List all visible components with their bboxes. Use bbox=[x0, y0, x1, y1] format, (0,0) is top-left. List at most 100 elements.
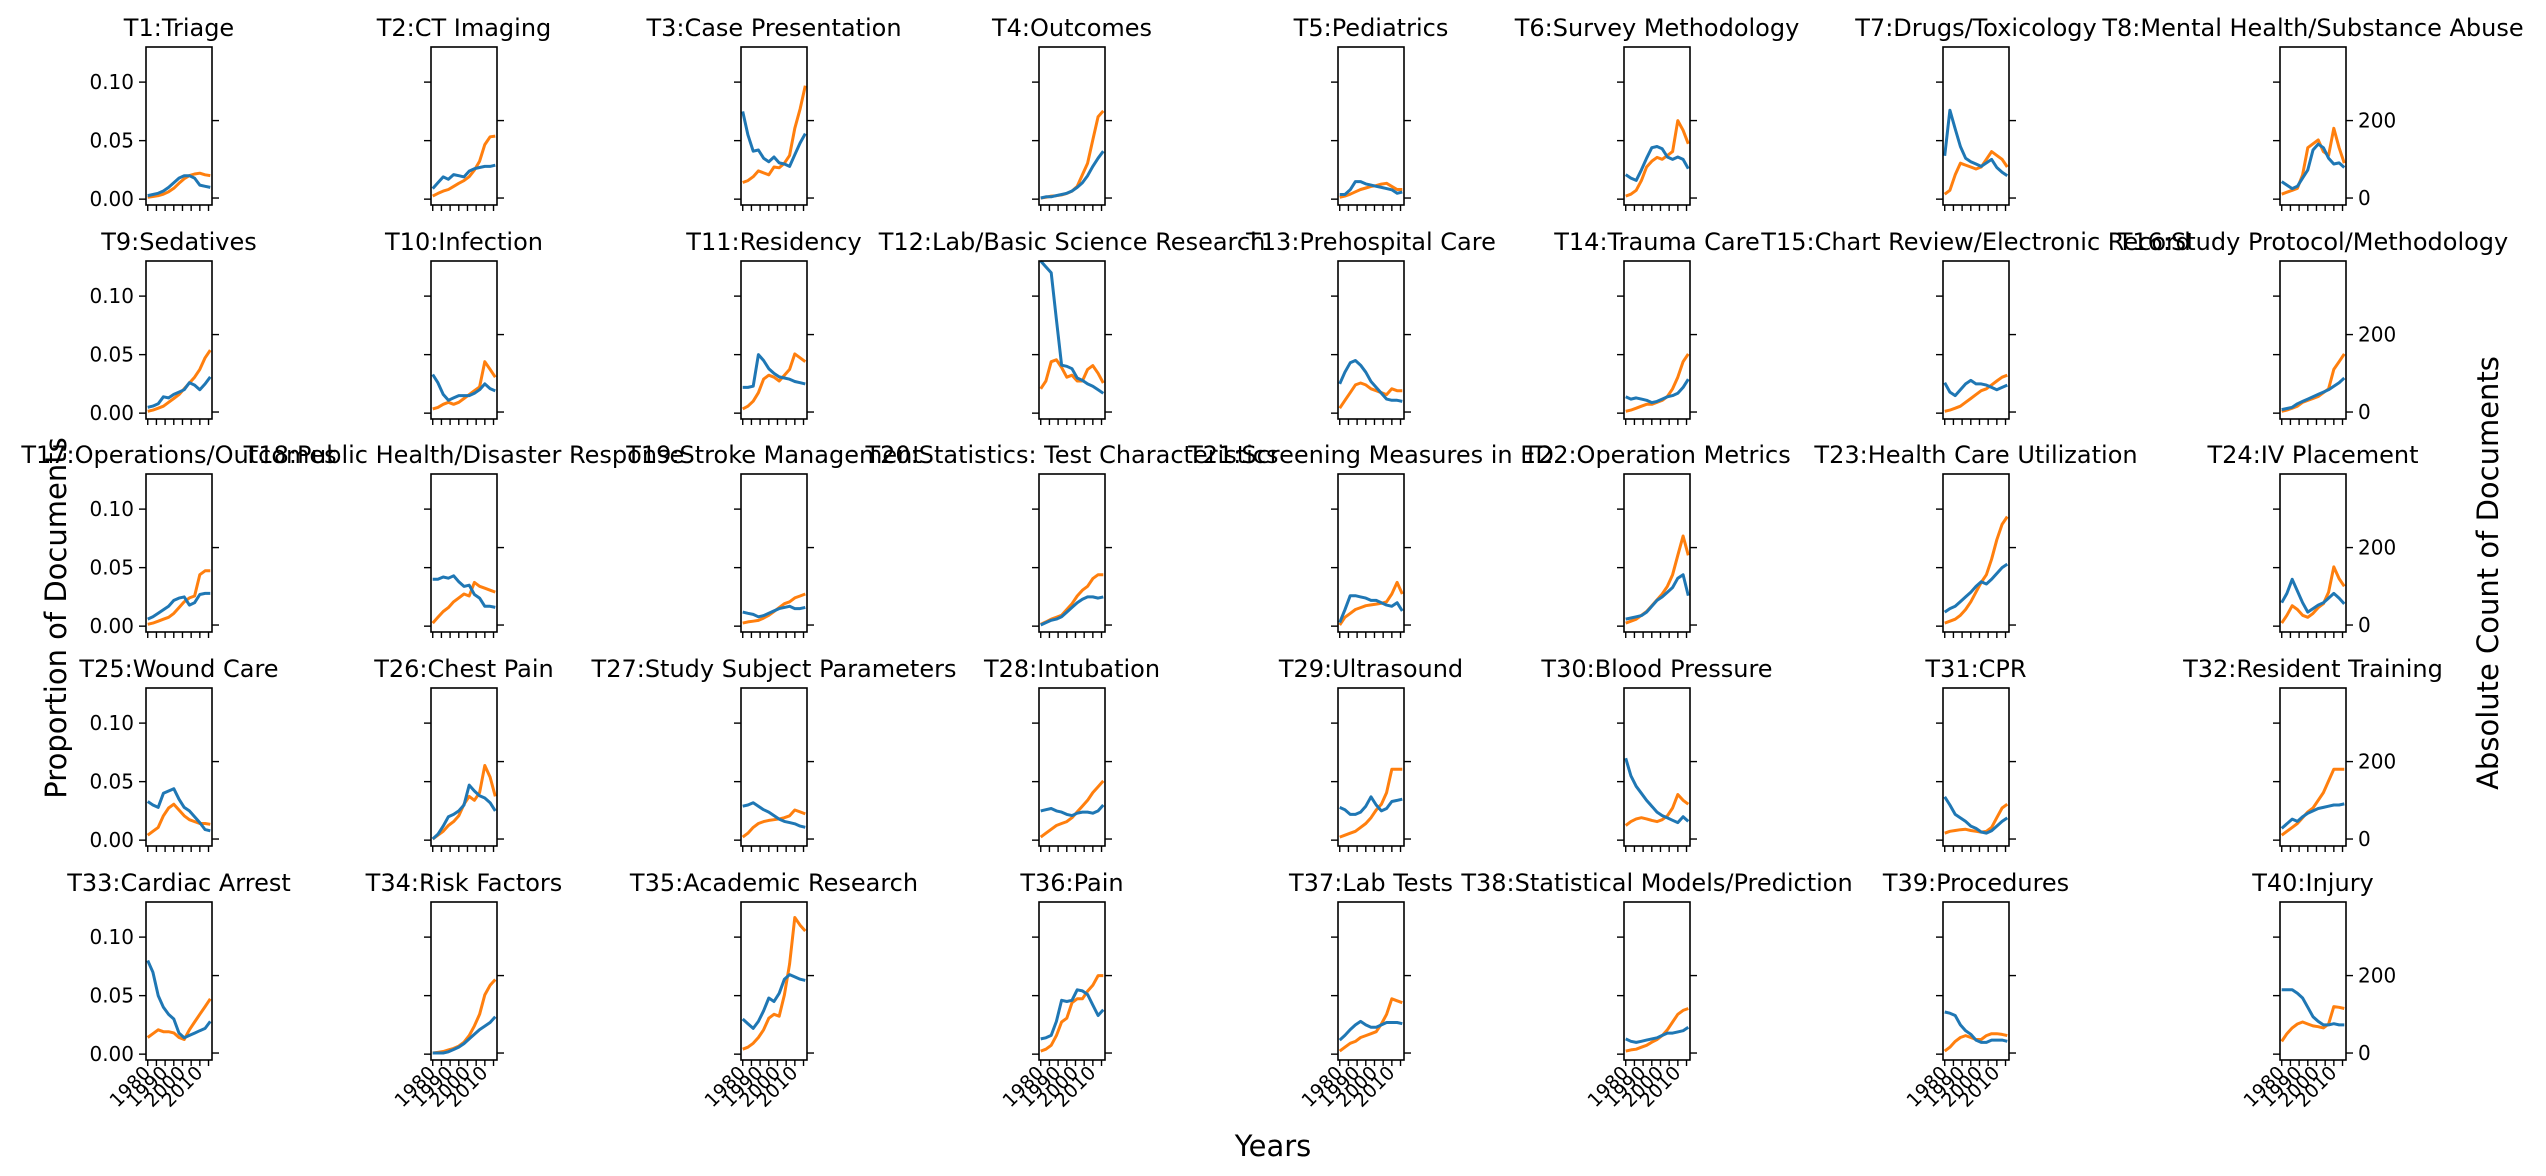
count-series-line bbox=[1944, 802, 2009, 835]
axes-frame bbox=[2279, 46, 2347, 206]
right-y-tick-label: 200 bbox=[2358, 109, 2396, 133]
panel: T3:Case Presentation bbox=[645, 14, 902, 211]
count-series-line bbox=[146, 997, 212, 1041]
left-y-tick-label: 0.05 bbox=[89, 129, 134, 153]
left-y-tick-label: 0.00 bbox=[89, 187, 134, 211]
proportion-series-line bbox=[1039, 260, 1105, 395]
proportion-series-line bbox=[1624, 145, 1690, 182]
proportion-series-line bbox=[1943, 108, 2009, 177]
proportion-series-line bbox=[741, 111, 807, 168]
axes-frame bbox=[430, 46, 498, 206]
proportion-series-line bbox=[431, 163, 496, 190]
panel: T2:CT Imaging bbox=[376, 14, 552, 211]
proportion-series-line bbox=[1338, 359, 1403, 403]
proportion-series-line bbox=[1338, 594, 1404, 624]
axes-frame bbox=[430, 473, 498, 633]
panel-title: T17:Operations/Outcomes bbox=[20, 441, 336, 469]
axes-frame bbox=[740, 473, 808, 633]
axes-frame bbox=[145, 901, 213, 1061]
left-y-tick-label: 0.00 bbox=[89, 401, 134, 425]
axes-frame bbox=[145, 473, 213, 633]
proportion-series-line bbox=[146, 959, 212, 1040]
panel: T33:Cardiac Arrest0.000.050.101980199020… bbox=[66, 869, 291, 1112]
right-y-tick-label: 0 bbox=[2358, 613, 2371, 637]
count-series-line bbox=[741, 808, 806, 839]
count-series-line bbox=[1944, 373, 2008, 413]
panel: T26:Chest Pain bbox=[373, 655, 554, 852]
panel: T19:Stroke Management bbox=[625, 441, 922, 638]
panel-title: T7:Drugs/Toxicology bbox=[1854, 14, 2096, 42]
panel-title: T10:Infection bbox=[384, 228, 543, 256]
left-y-tick-label: 0.00 bbox=[89, 828, 134, 852]
left-y-axis-label: Proportion of Documents bbox=[39, 437, 73, 798]
axes-frame bbox=[740, 687, 808, 847]
axes-frame bbox=[1623, 473, 1691, 633]
count-series-line bbox=[742, 916, 807, 1051]
count-series-line bbox=[1625, 119, 1690, 198]
axes-frame bbox=[1038, 260, 1106, 420]
panel-title: T9:Sedatives bbox=[100, 228, 257, 256]
proportion-series-line bbox=[742, 604, 806, 619]
panel-title: T2:CT Imaging bbox=[376, 14, 552, 42]
axes-frame bbox=[740, 46, 808, 206]
left-y-tick-label: 0.05 bbox=[89, 343, 134, 367]
panel: T27:Study Subject Parameters bbox=[591, 655, 956, 852]
proportion-series-line bbox=[1339, 795, 1403, 816]
count-series-line bbox=[1040, 974, 1104, 1053]
panel-title: T12:Lab/Basic Science Research bbox=[878, 228, 1266, 256]
panel-title: T15:Chart Review/Electronic Record bbox=[1760, 228, 2190, 256]
axes-frame bbox=[145, 260, 213, 420]
axes-frame bbox=[2279, 687, 2347, 847]
panel: T25:Wound Care 0.00 0.05 0.10 bbox=[78, 655, 278, 852]
axes-frame bbox=[1623, 260, 1691, 420]
panel: T13:Prehospital Care bbox=[1245, 228, 1496, 425]
proportion-series-line bbox=[1040, 804, 1105, 818]
panel: T21:Screening Measures in ED bbox=[1187, 441, 1554, 638]
panel-title: T37:Lab Tests bbox=[1288, 869, 1453, 897]
count-series-line bbox=[1625, 1007, 1689, 1053]
right-y-axis-label: Absolute Count of Documents bbox=[2471, 356, 2505, 790]
panel: T9:Sedatives 0.00 0.05 0.10 bbox=[89, 228, 256, 425]
panel: T30:Blood Pressure bbox=[1540, 655, 1773, 852]
panel: T11:Residency bbox=[685, 228, 862, 425]
panel: T29:Ultrasound bbox=[1278, 655, 1463, 852]
panel: T10:Infection bbox=[384, 228, 543, 425]
axes-frame bbox=[1337, 473, 1405, 633]
left-y-tick-label: 0.10 bbox=[89, 284, 134, 308]
proportion-series-line bbox=[147, 591, 211, 621]
right-y-tick-label: 200 bbox=[2358, 964, 2396, 988]
panel-title: T18:Public Health/Disaster Response bbox=[243, 441, 685, 469]
left-y-tick-label: 0.10 bbox=[89, 925, 134, 949]
count-series-line bbox=[432, 134, 496, 198]
panel: T5:Pediatrics bbox=[1293, 14, 1448, 211]
panel-title: T26:Chest Pain bbox=[373, 655, 554, 683]
count-series-line bbox=[1624, 793, 1690, 827]
count-series-line bbox=[147, 349, 212, 413]
count-series-line bbox=[1625, 534, 1690, 625]
panel: T14:Trauma Care bbox=[1553, 228, 1760, 425]
axes-frame bbox=[1942, 901, 2010, 1061]
axes-frame bbox=[1942, 687, 2010, 847]
left-y-tick-label: 0.05 bbox=[89, 556, 134, 580]
proportion-series-line bbox=[1339, 180, 1403, 196]
left-y-tick-label: 0.10 bbox=[89, 497, 134, 521]
panel-title: T8:Mental Health/Substance Abuse bbox=[2101, 14, 2523, 42]
right-y-tick-label: 0 bbox=[2358, 827, 2371, 851]
proportion-series-line bbox=[1040, 150, 1105, 200]
proportion-series-line bbox=[147, 376, 212, 409]
count-series-line bbox=[2280, 767, 2345, 837]
panel-title: T20:Statistics: Test Characteristics bbox=[864, 441, 1278, 469]
panel: T20:Statistics: Test Characteristics bbox=[864, 441, 1279, 638]
axes-frame bbox=[2279, 901, 2347, 1061]
panel-title: T28:Intubation bbox=[983, 655, 1160, 683]
right-y-tick-label: 200 bbox=[2358, 323, 2396, 347]
panel: T16:Study Protocol/Methodology 0 200 bbox=[2117, 228, 2509, 425]
axes-frame bbox=[1623, 901, 1691, 1061]
panel: T4:Outcomes bbox=[991, 14, 1152, 211]
proportion-series-line bbox=[741, 973, 806, 1030]
panel-title: T16:Study Protocol/Methodology bbox=[2117, 228, 2509, 256]
